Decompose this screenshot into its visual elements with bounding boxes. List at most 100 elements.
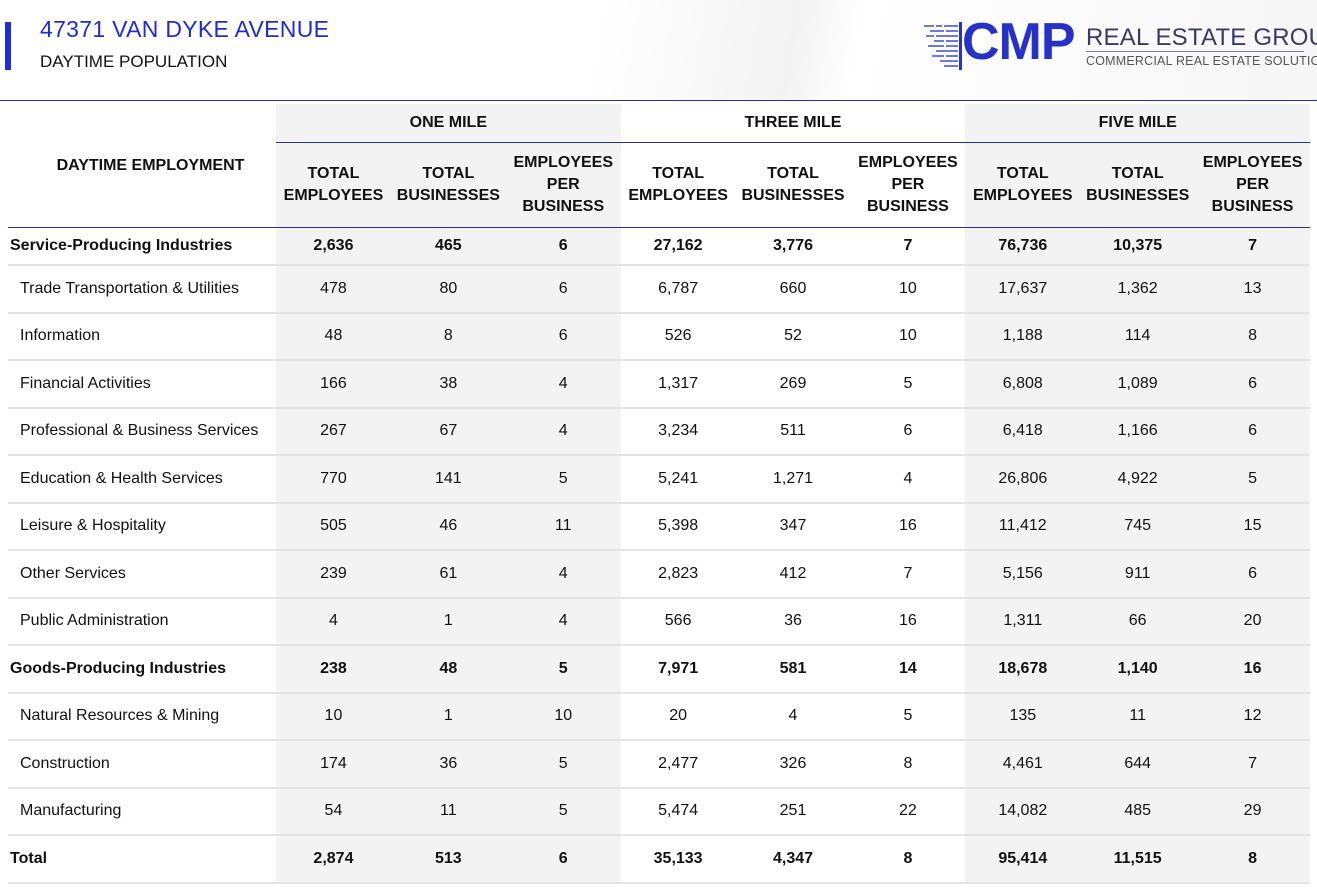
table-cell: 5,156	[965, 550, 1081, 599]
row-label: Goods-Producing Industries	[8, 645, 276, 694]
table-cell: 76,736	[965, 227, 1081, 266]
table-cell: 7	[850, 227, 966, 266]
table-cell: 465	[390, 227, 506, 266]
table-cell: 513	[390, 835, 506, 884]
row-label: Professional & Business Services	[8, 407, 276, 456]
column-header-word: TOTAL	[307, 165, 360, 182]
table-cell: 35,133	[620, 835, 736, 884]
table-cell: 2,874	[276, 835, 391, 884]
column-header-word: EMPLOYEES	[513, 154, 614, 171]
row-label: Information	[8, 312, 276, 361]
table-cell: 239	[276, 550, 391, 599]
group-header-three-mile: THREE MILE	[620, 104, 966, 143]
column-header-word: EMPLOYEES	[628, 187, 728, 204]
table-cell: 2,477	[620, 740, 736, 789]
group-header-five-mile: FIVE MILE	[965, 104, 1311, 143]
table-cell: 4,347	[735, 835, 851, 884]
table-cell: 12	[1195, 692, 1311, 741]
table-cell: 18,678	[965, 645, 1081, 694]
table-cell: 17,637	[965, 265, 1081, 314]
table-cell: 6	[1195, 550, 1311, 599]
page-subtitle: DAYTIME POPULATION	[40, 52, 228, 71]
table-row: Trade Transportation & Utilities 478 80 6 6,…	[8, 265, 1311, 314]
row-label: Construction	[8, 740, 276, 789]
table-cell: 11	[1080, 692, 1196, 741]
table-row: Professional & Business Services 267 67 4 3,…	[8, 407, 1311, 456]
table-cell: 1,089	[1080, 360, 1196, 409]
table-cell: 7	[850, 550, 966, 599]
row-label: Total	[8, 835, 276, 884]
table-cell: 7	[1195, 740, 1311, 789]
table-cell: 15	[1195, 502, 1311, 551]
table-cell: 4	[505, 597, 621, 646]
column-header-word: BUSINESSES	[741, 187, 845, 204]
table-cell: 511	[735, 407, 851, 456]
group-header-one-mile: ONE MILE	[276, 104, 621, 143]
table-cell: 7	[1195, 227, 1311, 266]
logo-tagline: COMMERCIAL REAL ESTATE SOLUTIONS	[1086, 54, 1317, 68]
table-cell: 16	[850, 502, 966, 551]
table-cell: 20	[1195, 597, 1311, 646]
column-header-total-employees: TOTAL EMPLOYEES	[965, 142, 1081, 228]
column-header-word: BUSINESSES	[1086, 187, 1190, 204]
column-header-word: TOTAL	[422, 165, 475, 182]
table-cell: 14,082	[965, 787, 1081, 836]
table-cell: 10	[276, 692, 391, 741]
table-cell: 644	[1080, 740, 1196, 789]
table-title: DAYTIME EMPLOYMENT	[8, 104, 276, 228]
row-label: Leisure & Hospitality	[8, 502, 276, 551]
column-header-word: BUSINESS	[867, 198, 949, 215]
column-header-word: BUSINESS	[1211, 198, 1294, 215]
table-cell: 10	[850, 312, 966, 361]
table-cell: 1,311	[965, 597, 1081, 646]
table-cell: 269	[735, 360, 851, 409]
row-label: Trade Transportation & Utilities	[8, 265, 276, 314]
logo-name: REAL ESTATE GROUP	[1086, 24, 1317, 51]
table-cell: 4	[505, 550, 621, 599]
employment-table: DAYTIME EMPLOYMENT ONE MILE THREE MILE F…	[8, 104, 1311, 884]
table-cell: 770	[276, 455, 391, 504]
table-cell: 20	[620, 692, 736, 741]
table-row: Public Administration 4 1 4 566 36 16 1,311 66 20	[8, 597, 1311, 646]
table-cell: 660	[735, 265, 851, 314]
table-row: Manufacturing 54 11 5 5,474 251 22 14,082 485 29	[8, 787, 1311, 836]
table-cell: 11	[505, 502, 621, 551]
table-cell: 114	[1080, 312, 1196, 361]
table-cell: 166	[276, 360, 391, 409]
table-cell: 6,808	[965, 360, 1081, 409]
column-header-total-businesses: TOTAL BUSINESSES	[735, 142, 851, 228]
table-cell: 16	[1195, 645, 1311, 694]
row-label: Public Administration	[8, 597, 276, 646]
table-cell: 6,787	[620, 265, 736, 314]
table-cell: 5,398	[620, 502, 736, 551]
column-header-employees-per-business: EMPLOYEES PER BUSINESS	[1195, 142, 1311, 228]
table-cell: 13	[1195, 265, 1311, 314]
column-header-total-businesses: TOTAL BUSINESSES	[1080, 142, 1196, 228]
table-cell: 485	[1080, 787, 1196, 836]
column-header-word: TOTAL	[996, 165, 1049, 182]
table-cell: 8	[850, 740, 966, 789]
table-summary-row: Goods-Producing Industries 238 48 5 7,971 581…	[8, 645, 1311, 694]
table-cell: 4	[735, 692, 851, 741]
row-label: Other Services	[8, 550, 276, 599]
row-label: Education & Health Services	[8, 455, 276, 504]
table-cell: 1	[390, 692, 506, 741]
table-cell: 8	[850, 835, 966, 884]
column-header-word: PER	[1236, 176, 1270, 193]
table-cell: 66	[1080, 597, 1196, 646]
column-header-word: TOTAL	[767, 165, 819, 182]
table-cell: 29	[1195, 787, 1311, 836]
column-header-word: TOTAL	[652, 165, 705, 182]
table-cell: 5,241	[620, 455, 736, 504]
table-cell: 6,418	[965, 407, 1081, 456]
logo-lines-icon	[924, 22, 962, 70]
table-row: Financial Activities 166 38 4 1,317 269 5 6,808…	[8, 360, 1311, 409]
table-cell: 1,271	[735, 455, 851, 504]
table-cell: 5,474	[620, 787, 736, 836]
table-cell: 27,162	[620, 227, 736, 266]
logo-divider	[1086, 51, 1304, 52]
table-cell: 347	[735, 502, 851, 551]
table-cell: 1,188	[965, 312, 1081, 361]
table-row: Other Services 239 61 4 2,823 412 7 5,156 911 6	[8, 550, 1311, 599]
table-cell: 6	[505, 312, 621, 361]
